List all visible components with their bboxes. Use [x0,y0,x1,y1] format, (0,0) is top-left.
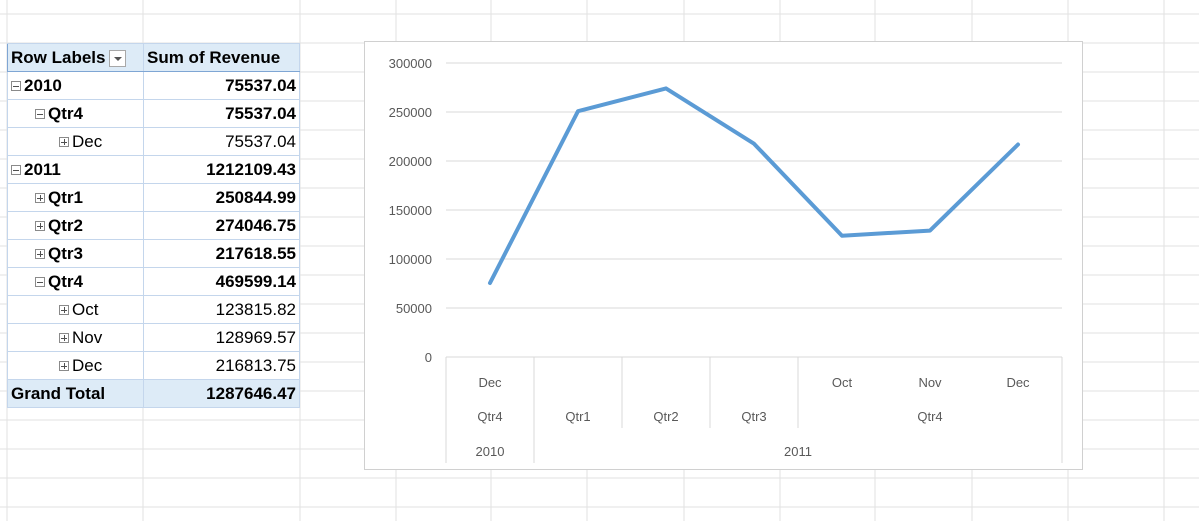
pivot-row-2010[interactable]: 2010 75537.04 [7,71,300,100]
x-year-label: 2011 [784,444,812,459]
collapse-icon[interactable] [35,108,45,119]
y-tick-label: 200000 [389,154,432,169]
revenue-series-line[interactable] [488,86,1020,285]
row-value: 216813.75 [143,351,300,380]
pivot-table: Row Labels Sum of Revenue 2010 75537.04 … [7,43,300,408]
data-point[interactable] [1016,143,1020,147]
x-quarter-label: Qtr4 [477,409,502,424]
filter-dropdown-icon[interactable] [109,49,127,67]
data-point[interactable] [840,234,844,238]
y-tick-label: 300000 [389,56,432,71]
row-label: Dec [72,355,103,375]
row-value: 75537.04 [143,99,300,128]
pivot-row-2011-qtr4[interactable]: Qtr4 469599.14 [7,267,300,296]
row-labels-header-text: Row Labels [11,47,106,67]
row-label: Qtr1 [48,187,83,207]
y-tick-label: 50000 [396,301,432,316]
x-quarter-label: Qtr1 [565,409,590,424]
pivot-row-2011-qtr1[interactable]: Qtr1 250844.99 [7,183,300,212]
expand-icon[interactable] [59,136,69,147]
row-value: 250844.99 [143,183,300,212]
row-labels-header[interactable]: Row Labels [7,43,144,72]
row-label: Qtr2 [48,215,83,235]
data-point[interactable] [576,109,580,113]
grand-total-label: Grand Total [7,379,144,408]
line-chart-plot: 0 50000 100000 150000 200000 250000 300000 Dec O… [389,56,1063,463]
y-tick-label: 100000 [389,252,432,267]
collapse-icon[interactable] [11,164,21,175]
expand-icon[interactable] [59,332,69,343]
y-tick-label: 150000 [389,203,432,218]
y-tick-label: 250000 [389,105,432,120]
row-label: Qtr3 [48,243,83,263]
row-value: 217618.55 [143,239,300,268]
row-value: 1212109.43 [143,155,300,184]
sum-of-revenue-header[interactable]: Sum of Revenue [143,43,300,72]
row-value: 128969.57 [143,323,300,352]
pivot-chart[interactable]: 0 50000 100000 150000 200000 250000 300000 Dec O… [364,41,1083,470]
row-label: Dec [72,131,103,151]
x-month-label: Dec [478,375,502,390]
collapse-icon[interactable] [11,80,21,91]
expand-icon[interactable] [35,220,45,231]
pivot-row-2011-qtr2[interactable]: Qtr2 274046.75 [7,211,300,240]
pivot-row-2011-dec[interactable]: Dec 216813.75 [7,351,300,380]
x-quarter-label: Qtr2 [653,409,678,424]
pivot-row-2010-dec[interactable]: Dec 75537.04 [7,127,300,156]
y-tick-label: 0 [425,350,432,365]
pivot-row-2011-oct[interactable]: Oct 123815.82 [7,295,300,324]
row-label: Qtr4 [48,103,83,123]
row-label: 2011 [24,159,61,179]
row-label: Nov [72,327,103,347]
expand-icon[interactable] [35,192,45,203]
row-value: 123815.82 [143,295,300,324]
x-year-label: 2010 [476,444,505,459]
row-label: Oct [72,299,99,319]
row-label: 2010 [24,75,62,95]
pivot-row-2011-nov[interactable]: Nov 128969.57 [7,323,300,352]
data-point[interactable] [488,281,492,285]
grand-total-row[interactable]: Grand Total 1287646.47 [7,379,300,408]
data-point[interactable] [664,86,668,90]
pivot-row-2010-qtr4[interactable]: Qtr4 75537.04 [7,99,300,128]
pivot-header-row: Row Labels Sum of Revenue [7,43,300,72]
expand-icon[interactable] [59,360,69,371]
row-value: 469599.14 [143,267,300,296]
pivot-row-2011[interactable]: 2011 1212109.43 [7,155,300,184]
x-quarter-label: Qtr3 [741,409,766,424]
x-month-label: Nov [918,375,942,390]
x-month-label: Oct [832,375,853,390]
data-point[interactable] [928,229,932,233]
data-point[interactable] [752,142,756,146]
row-value: 274046.75 [143,211,300,240]
row-value: 75537.04 [143,127,300,156]
x-month-label: Dec [1006,375,1030,390]
pivot-row-2011-qtr3[interactable]: Qtr3 217618.55 [7,239,300,268]
expand-icon[interactable] [35,248,45,259]
grand-total-value: 1287646.47 [143,379,300,408]
x-quarter-label: Qtr4 [917,409,942,424]
expand-icon[interactable] [59,304,69,315]
row-value: 75537.04 [143,71,300,100]
row-label: Qtr4 [48,271,83,291]
collapse-icon[interactable] [35,276,45,287]
